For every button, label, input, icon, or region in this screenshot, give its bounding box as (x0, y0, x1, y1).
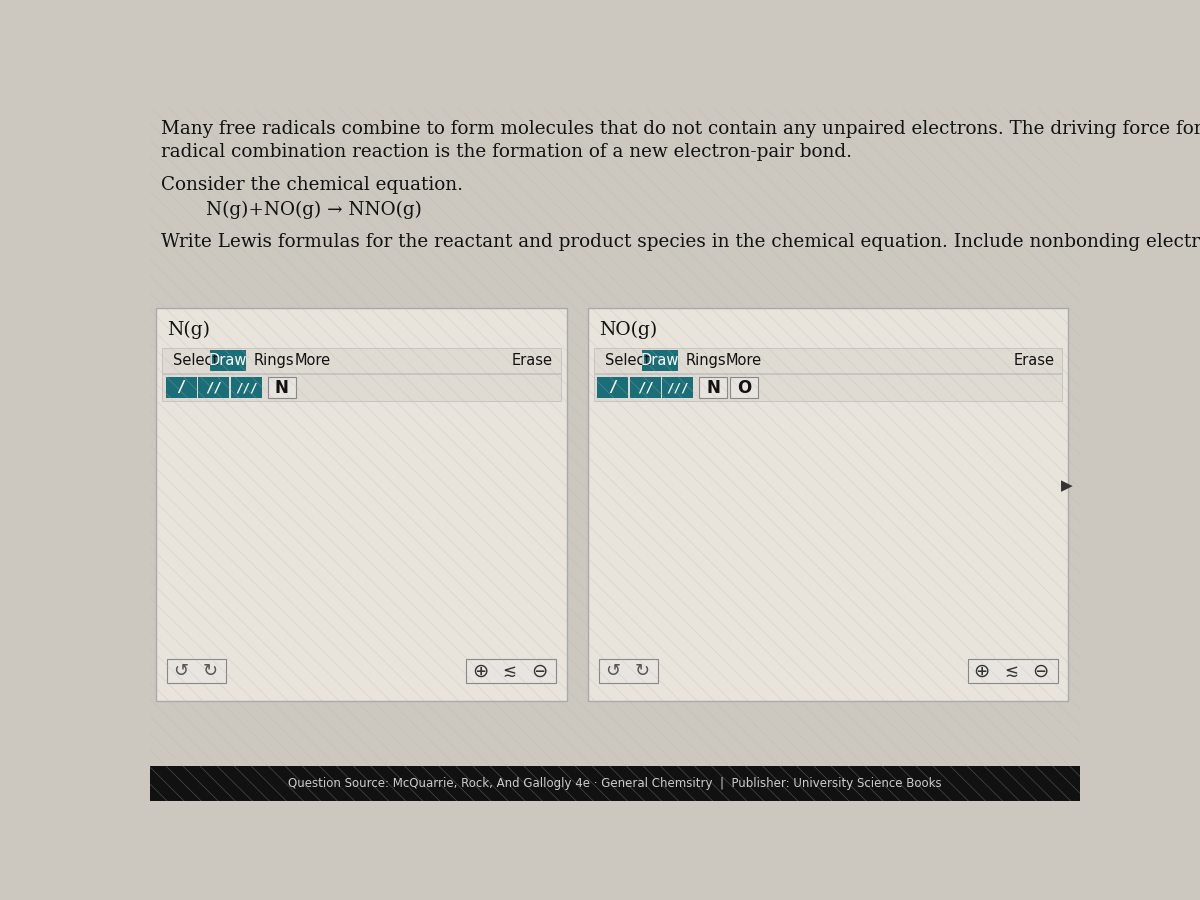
Text: ↻: ↻ (635, 662, 649, 680)
Bar (268, 377, 295, 399)
Text: ↺: ↺ (174, 662, 188, 680)
Text: Rings: Rings (254, 353, 294, 368)
Text: ≲: ≲ (503, 662, 516, 680)
Text: Write Lewis formulas for the reactant and product species in the chemical equati: Write Lewis formulas for the reactant an… (161, 233, 1200, 251)
Text: //: // (637, 381, 654, 394)
Text: Rings: Rings (685, 353, 726, 368)
Bar (598, 377, 628, 399)
Text: .: . (636, 324, 642, 342)
Bar (150, 767, 1080, 801)
Bar (700, 377, 727, 399)
Text: NO(g): NO(g) (599, 320, 656, 338)
Text: Consider the chemical equation.: Consider the chemical equation. (161, 176, 463, 194)
Text: ↻: ↻ (203, 662, 218, 680)
Text: Many free radicals combine to form molecules that do not contain any unpaired el: Many free radicals combine to form molec… (161, 121, 1200, 139)
Text: O: O (737, 379, 751, 397)
Bar (599, 659, 658, 683)
Bar (162, 348, 560, 373)
Bar (642, 350, 678, 372)
Text: N: N (707, 379, 720, 397)
Text: ▶: ▶ (1061, 478, 1073, 493)
Text: radical combination reaction is the formation of a new electron-pair bond.: radical combination reaction is the form… (161, 143, 852, 161)
Bar (967, 659, 1057, 683)
Text: Select: Select (605, 353, 650, 368)
Text: ///: /// (666, 381, 689, 394)
Text: Question Source: McQuarrie, Rock, And Gallogly 4e · General Chemsitry  |  Publis: Question Source: McQuarrie, Rock, And Ga… (288, 777, 942, 790)
Bar (166, 377, 197, 399)
Text: More: More (726, 353, 762, 368)
Text: Draw: Draw (641, 353, 679, 368)
Text: /: / (176, 380, 186, 395)
Text: N: N (275, 379, 289, 397)
Text: ⊕: ⊕ (472, 662, 488, 680)
Bar (662, 377, 694, 399)
Bar (210, 350, 246, 372)
Text: Select: Select (173, 353, 218, 368)
Bar (230, 377, 262, 399)
Text: Erase: Erase (1014, 353, 1055, 368)
Text: N(g): N(g) (167, 320, 210, 338)
Text: More: More (294, 353, 330, 368)
FancyBboxPatch shape (156, 308, 566, 701)
Bar (167, 659, 226, 683)
Bar (731, 377, 758, 399)
Text: ⊖: ⊖ (1032, 662, 1049, 680)
Bar (630, 377, 661, 399)
Text: N(g)+NO(g) → NNO(g): N(g)+NO(g) → NNO(g) (206, 201, 421, 219)
Text: //: // (205, 381, 222, 394)
Text: ⊕: ⊕ (973, 662, 990, 680)
Text: Erase: Erase (512, 353, 553, 368)
Text: ⊖: ⊖ (530, 662, 547, 680)
Text: ///: /// (235, 381, 257, 394)
Bar (594, 374, 1062, 400)
Text: /: / (608, 380, 617, 395)
Text: Draw: Draw (209, 353, 247, 368)
Text: ↺: ↺ (605, 662, 620, 680)
FancyBboxPatch shape (588, 308, 1068, 701)
Bar (162, 374, 560, 400)
Bar (594, 348, 1062, 373)
Bar (198, 377, 229, 399)
Bar (466, 659, 556, 683)
Text: ≲: ≲ (1004, 662, 1018, 680)
